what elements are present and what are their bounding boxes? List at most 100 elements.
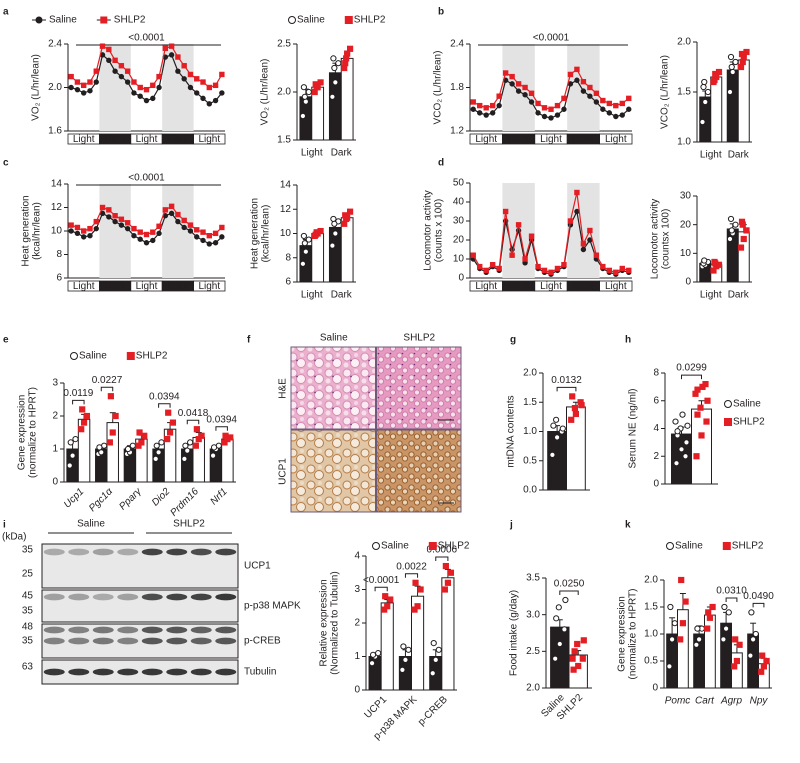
y-tick-label: 10 [680,248,692,259]
micrograph [376,346,462,430]
y-tick-label: 2.0 [677,37,691,48]
data-point [98,449,105,456]
data-point [158,439,165,446]
data-point [554,102,561,109]
data-point [212,230,219,237]
data-point [210,444,218,451]
y-axis-label: (normalize to HPRT) [28,387,39,478]
protein-label: UCP1 [244,561,271,572]
data-point [181,224,187,231]
y-tick-label: 50 [453,178,465,189]
data-point [74,86,81,93]
data-point [580,241,587,247]
blot-band [190,668,212,676]
p-value: 0.0022 [396,561,427,572]
data-point [678,576,685,584]
x-tick-label: p-CREB [416,694,450,728]
data-point [331,220,338,227]
data-point [701,257,708,264]
data-point [156,230,162,237]
data-point [522,256,528,262]
data-point [720,636,727,643]
data-point [181,455,188,462]
blot-band [92,637,114,645]
data-point [763,657,770,665]
data-point [553,416,560,423]
data-point [382,593,389,600]
data-point [550,422,557,429]
blot-band [43,626,65,634]
legend-label: Saline [381,541,409,552]
significance-bracket [72,399,85,405]
data-point [702,381,709,388]
data-point [711,76,718,84]
y-tick-label: 1.0 [677,137,691,148]
y-tick-label: 20 [453,235,465,246]
y-axis-label: Heat generation [21,195,32,266]
data-point [679,411,686,418]
data-point [593,252,600,258]
y-tick-label: 12 [280,204,292,215]
data-point [528,90,535,96]
panel-letter: c [3,158,9,169]
data-point [93,218,99,225]
data-point [152,455,159,462]
phase-box [599,280,633,292]
y-tick-label: 6 [56,273,62,284]
y-axis-label: VO₂ (L/hr/lean) [260,59,271,126]
micrograph [376,429,462,513]
panel-letter: d [438,158,444,169]
data-point [580,79,587,85]
legend-marker [126,352,135,360]
data-point [417,586,424,593]
data-point [568,416,575,423]
y-axis-label: VCO₂ (L/hr/lean) [660,55,671,129]
data-point [66,462,73,469]
micrograph [290,346,376,430]
data-point [184,447,191,454]
data-point [87,233,93,239]
data-point [731,663,738,670]
data-point [548,269,554,276]
data-point [574,208,580,215]
y-tick-label: 1.0 [644,629,658,640]
blot-band [43,593,65,601]
data-point [83,412,91,420]
p-value: <0.0001 [128,33,165,44]
data-point [626,267,632,274]
phase-label: Light [136,281,158,292]
y-tick-label: 10 [280,228,292,239]
data-point [124,445,132,453]
data-point [694,386,701,393]
size-marker: 63 [22,662,34,673]
data-point [698,432,705,439]
size-marker: 25 [22,569,34,580]
data-point [212,240,219,246]
data-point [703,418,710,425]
blot-band [215,637,237,645]
x-tick-label: Light [700,150,722,161]
data-point [442,562,449,570]
y-axis-label: Gene expression [617,596,628,672]
panel-letter: f [247,335,251,346]
x-tick-label: Light [700,290,722,301]
data-point [206,241,213,247]
data-point [187,228,194,234]
data-point [732,221,739,228]
legend-marker [372,542,380,550]
data-point [727,215,735,223]
y-tick-label: 0.0 [523,485,537,496]
x-tick-label: Dark [728,150,750,161]
data-point [175,218,181,225]
data-point [580,637,587,644]
x-tick-label: Agrp [720,696,743,707]
y-axis-label: Locomotor activity [650,199,661,280]
y-tick-label: 2.0 [277,87,291,98]
data-point [206,84,213,91]
series-line [70,45,223,91]
data-point [143,240,150,246]
data-point [470,252,476,258]
p-value: 0.0250 [554,579,585,590]
y-tick-label: 2.0 [523,368,537,379]
data-point [118,222,125,228]
